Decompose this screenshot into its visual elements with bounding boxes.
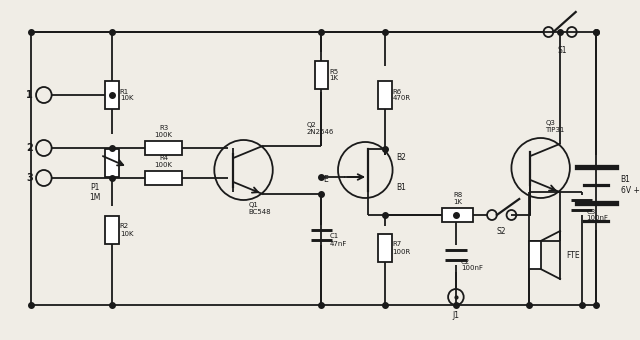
- Bar: [105, 81, 119, 109]
- Text: B2: B2: [396, 153, 406, 163]
- Bar: [378, 81, 392, 109]
- Text: E: E: [324, 175, 328, 185]
- Bar: [145, 171, 182, 185]
- Text: R2
10K: R2 10K: [120, 223, 133, 237]
- Text: 1: 1: [26, 90, 33, 100]
- Text: P1
1M: P1 1M: [89, 183, 100, 202]
- Bar: [105, 216, 119, 244]
- Bar: [378, 234, 392, 262]
- Text: B1
6V +: B1 6V +: [621, 175, 639, 195]
- Text: J1: J1: [452, 311, 460, 320]
- Bar: [529, 241, 541, 269]
- Text: R1
10K: R1 10K: [120, 88, 133, 102]
- Text: Q2
2N2646: Q2 2N2646: [307, 121, 334, 135]
- Text: R7
100R: R7 100R: [392, 241, 411, 255]
- Text: B1: B1: [396, 184, 406, 192]
- Text: R4
100K: R4 100K: [155, 155, 173, 168]
- Text: 2: 2: [26, 143, 33, 153]
- Text: Q1
BC548: Q1 BC548: [248, 202, 271, 215]
- Text: R3
100K: R3 100K: [155, 125, 173, 138]
- Text: R8
1K: R8 1K: [453, 192, 463, 205]
- Text: S1: S1: [557, 46, 567, 55]
- Text: C2
100nF: C2 100nF: [461, 258, 483, 272]
- Text: C3
100nF: C3 100nF: [586, 208, 609, 221]
- Bar: [442, 208, 474, 222]
- Text: Q3
TIP31: Q3 TIP31: [545, 119, 565, 133]
- Bar: [315, 61, 328, 89]
- Text: 3: 3: [26, 173, 33, 183]
- Text: C1
47nF: C1 47nF: [329, 234, 347, 246]
- Text: R6
470R: R6 470R: [392, 88, 411, 102]
- Text: FTE: FTE: [566, 251, 580, 259]
- Bar: [145, 141, 182, 155]
- Bar: [105, 149, 119, 177]
- Text: S2: S2: [497, 227, 506, 236]
- Text: R5
1K: R5 1K: [329, 68, 339, 82]
